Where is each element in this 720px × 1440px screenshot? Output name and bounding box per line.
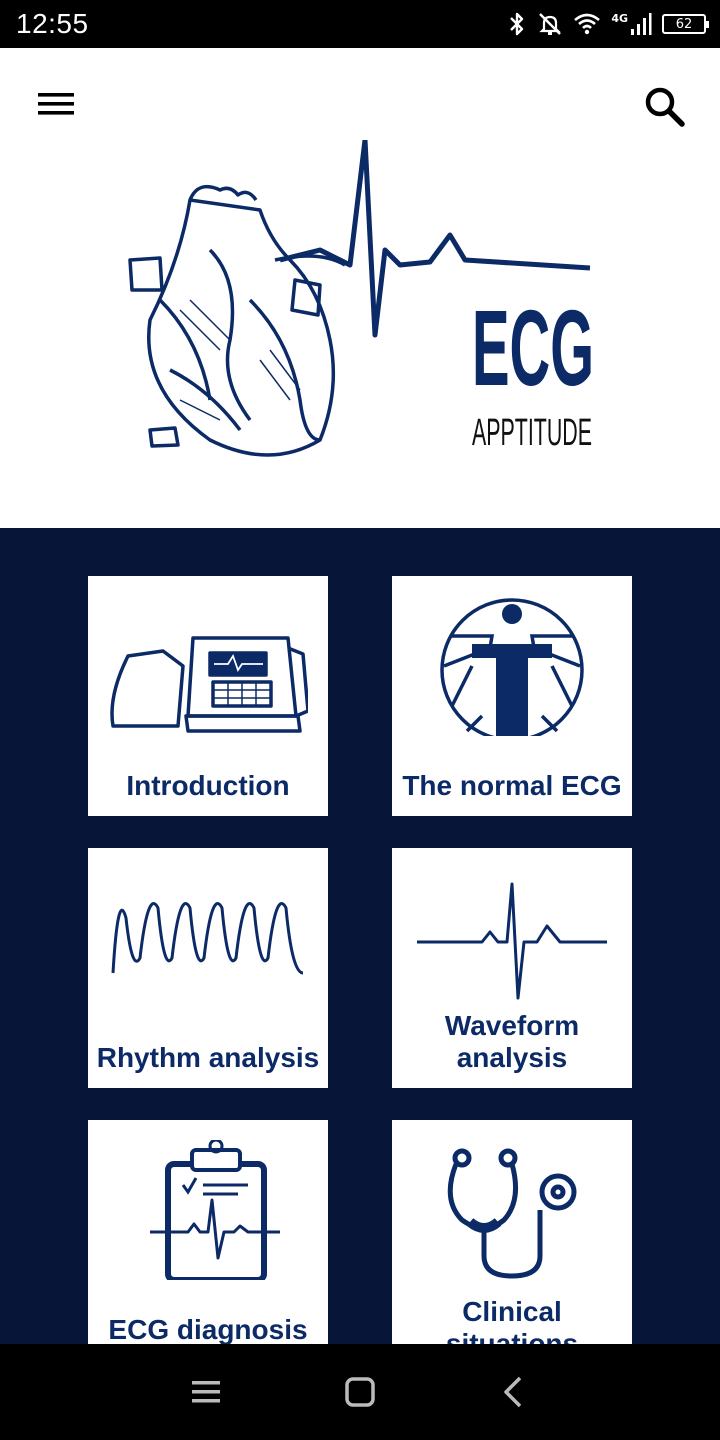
menu-grid: Introduction The normal ECG Rhythm analy… xyxy=(0,528,720,1344)
logo-title: ECG xyxy=(472,287,594,408)
card-ecg-diagnosis[interactable]: ECG diagnosis xyxy=(88,1120,328,1344)
card-label: Rhythm analysis xyxy=(96,1042,320,1073)
card-label: Waveform analysis xyxy=(444,1010,580,1073)
waveform-icon xyxy=(417,882,607,1000)
card-clinical-situations[interactable]: Clinical situations xyxy=(392,1120,632,1344)
system-nav-bar xyxy=(0,1344,720,1440)
card-rhythm-analysis[interactable]: Rhythm analysis xyxy=(88,848,328,1088)
bluetooth-icon xyxy=(510,12,524,36)
network-type-label: 4G xyxy=(611,11,628,25)
logo-subtitle: APPTITUDE xyxy=(472,412,592,454)
card-waveform-analysis[interactable]: Waveform analysis xyxy=(392,848,632,1088)
vitruvian-man-icon xyxy=(440,598,584,736)
ecg-machine-icon xyxy=(110,636,308,733)
status-bar: 12:55 4G 62 xyxy=(0,0,720,48)
card-introduction[interactable]: Introduction xyxy=(88,576,328,816)
rhythm-wave-icon xyxy=(111,902,304,975)
card-label: Clinical situations xyxy=(445,1296,579,1344)
recents-icon[interactable] xyxy=(186,1372,226,1412)
search-icon[interactable] xyxy=(640,82,688,130)
clipboard-icon xyxy=(150,1140,280,1280)
card-label: ECG diagnosis xyxy=(108,1314,308,1344)
heart-ecg-logo: ECG APPTITUDE xyxy=(128,137,594,457)
app-logo: ECG APPTITUDE xyxy=(120,137,610,470)
back-icon[interactable] xyxy=(494,1372,534,1412)
signal-icon xyxy=(631,13,652,35)
hamburger-menu-icon[interactable] xyxy=(34,86,78,122)
battery-level: 62 xyxy=(675,16,693,32)
mute-bell-icon xyxy=(539,13,562,35)
status-time: 12:55 xyxy=(16,8,89,39)
app-bar xyxy=(0,48,720,158)
stethoscope-icon xyxy=(447,1148,577,1279)
home-icon[interactable] xyxy=(340,1372,380,1412)
card-normal-ecg[interactable]: The normal ECG xyxy=(392,576,632,816)
wifi-icon xyxy=(574,13,601,35)
battery-icon: 62 xyxy=(662,14,709,34)
card-label: Introduction xyxy=(126,770,290,801)
status-icons: 4G 62 xyxy=(507,8,709,40)
card-label: The normal ECG xyxy=(402,770,622,801)
